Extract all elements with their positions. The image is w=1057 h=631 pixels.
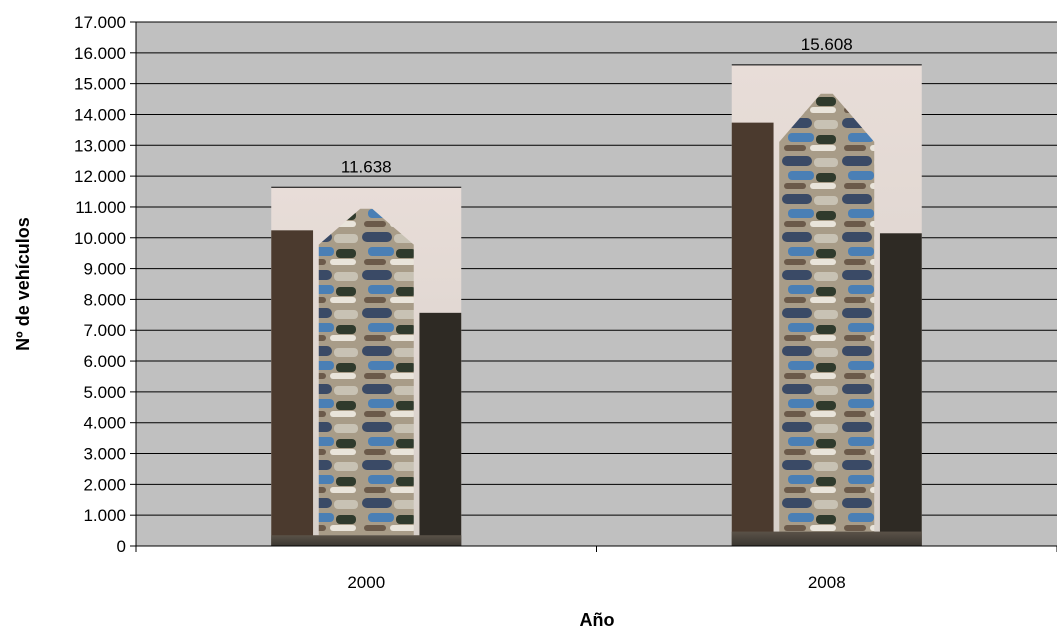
y-tick-label: 16.000	[74, 44, 126, 63]
y-tick-label: 13.000	[74, 136, 126, 155]
x-axis-title: Año	[580, 610, 615, 630]
bar	[731, 64, 922, 547]
data-labels: 11.638 15.608	[271, 35, 922, 188]
y-tick-label: 8.000	[83, 290, 126, 309]
x-tick-label: 2000	[347, 573, 385, 592]
y-tick-label: 0	[117, 537, 126, 556]
bars	[271, 64, 922, 547]
y-tick-label: 11.000	[75, 198, 126, 217]
y-tick-label: 14.000	[74, 105, 126, 124]
x-tick-labels: 2000 2008	[347, 573, 845, 592]
axes	[130, 21, 1057, 552]
y-tick-label: 6.000	[83, 352, 126, 371]
y-tick-label: 7.000	[83, 321, 126, 340]
y-tick-label: 10.000	[74, 229, 126, 248]
y-axis-title: Nº de vehículos	[13, 217, 33, 351]
y-tick-label: 3.000	[83, 445, 126, 464]
y-tick-label: 9.000	[83, 260, 126, 279]
data-label: 11.638	[341, 157, 392, 176]
y-tick-label: 4.000	[83, 414, 126, 433]
x-tick-label: 2008	[808, 573, 846, 592]
y-tick-label: 2.000	[83, 475, 126, 494]
y-tick-label: 17.000	[74, 13, 126, 32]
y-tick-label: 5.000	[83, 383, 126, 402]
y-tick-label: 15.000	[74, 75, 126, 94]
data-label: 15.608	[801, 35, 853, 54]
bar	[271, 187, 462, 547]
y-tick-label: 12.000	[74, 167, 126, 186]
y-tick-label: 1.000	[83, 506, 126, 525]
y-tick-labels: 0 1.000 2.000 3.000 4.000 5.000 6.000 7.000 8.00…	[74, 13, 126, 556]
